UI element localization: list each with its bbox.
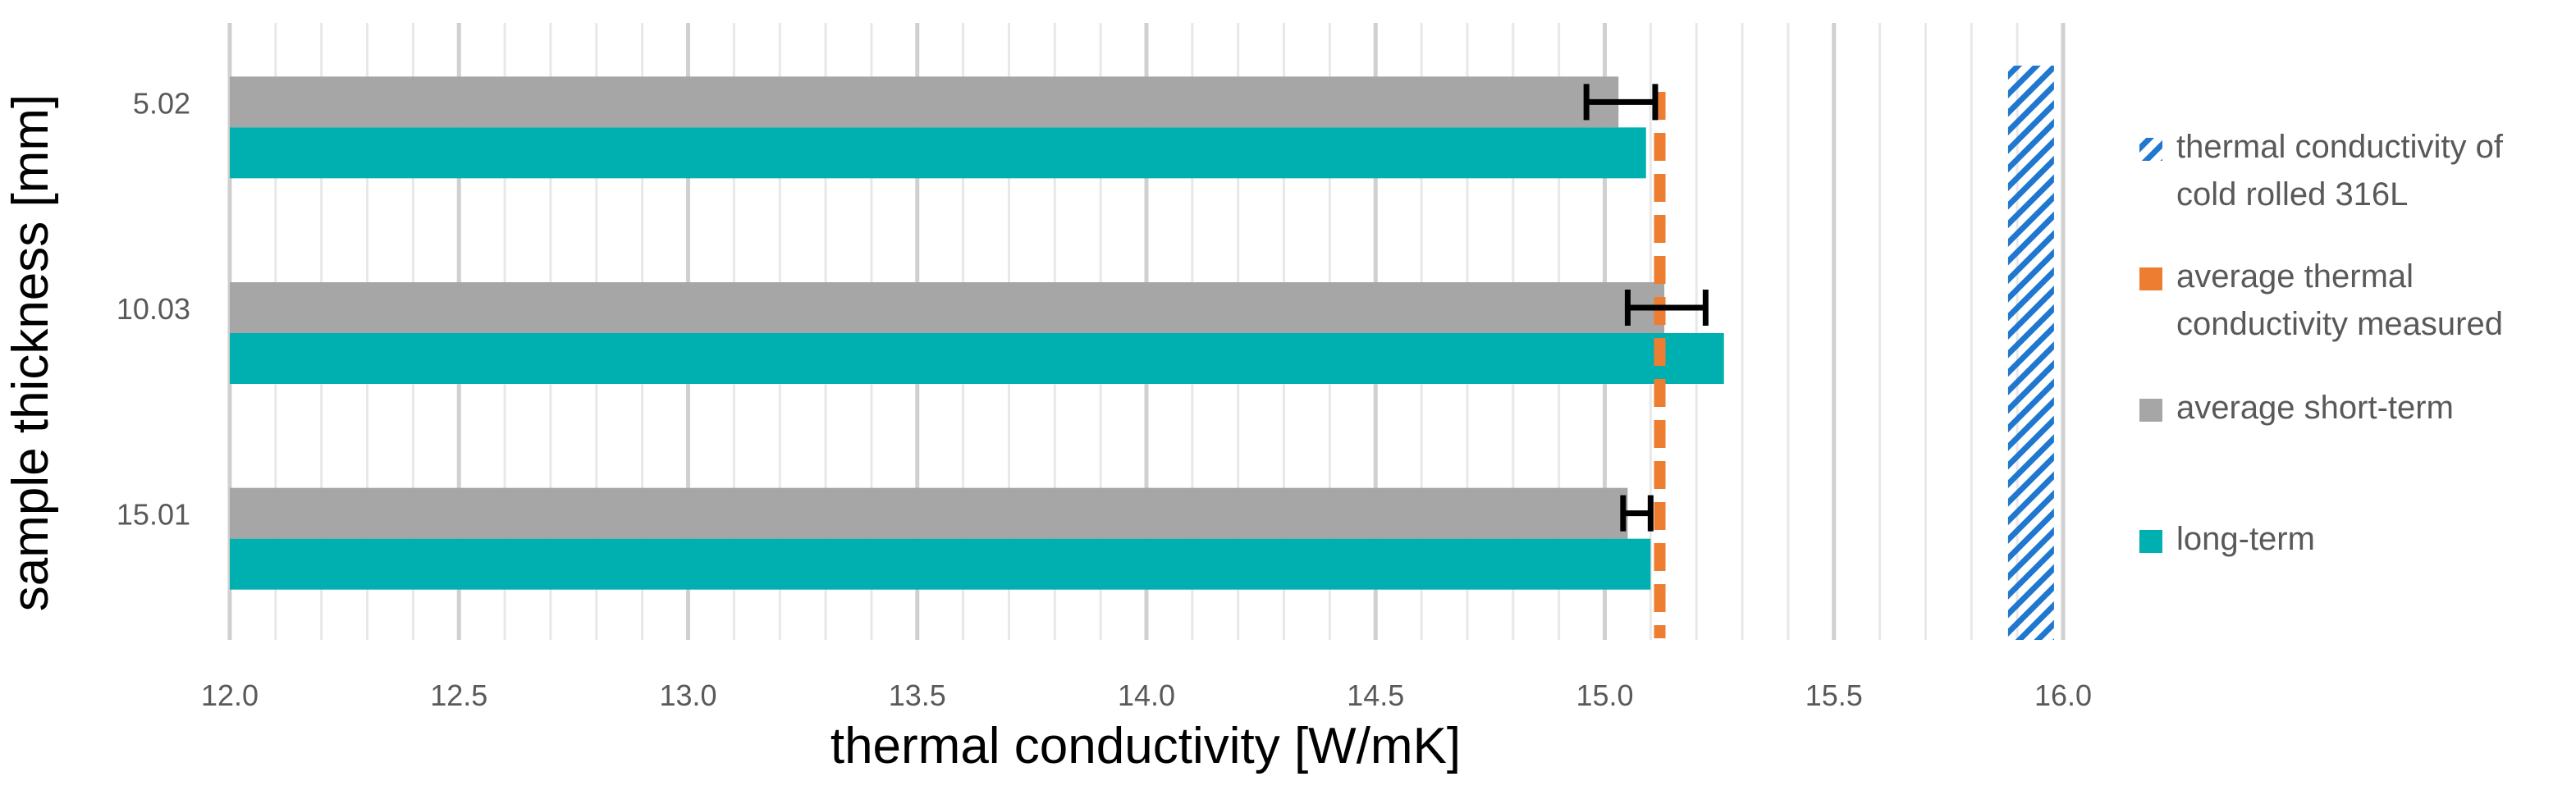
x-tick-label: 16.0 xyxy=(2034,678,2092,712)
axis-layer: thermal conductivity [W/mK] sample thick… xyxy=(2,86,2092,774)
legend-label: thermal conductivity of xyxy=(2176,129,2504,165)
x-axis-title: thermal conductivity [W/mK] xyxy=(830,718,1461,774)
legend-label: average short-term xyxy=(2176,390,2454,426)
x-tick-label: 14.5 xyxy=(1347,678,1404,712)
bar-long-term-5.02 xyxy=(230,127,1646,179)
y-tick-label: 10.03 xyxy=(117,292,190,326)
x-tick-label: 14.0 xyxy=(1118,678,1175,712)
y-axis-title: sample thickness [mm] xyxy=(2,94,59,612)
legend: thermal conductivity of cold rolled 316L a… xyxy=(2139,129,2504,557)
x-tick-label: 13.5 xyxy=(889,678,946,712)
bar-long-term-15.01 xyxy=(230,538,1651,590)
legend-label: average thermal xyxy=(2176,258,2414,295)
x-tick-label: 13.0 xyxy=(659,678,716,712)
error-bars-layer xyxy=(1583,84,1709,532)
x-tick-label: 15.0 xyxy=(1576,678,1633,712)
legend-marker-cold-rolled xyxy=(2139,138,2162,161)
bars-layer xyxy=(230,76,1724,590)
legend-marker xyxy=(2139,267,2162,290)
reference-lines-layer xyxy=(1654,66,2054,640)
bar-average-short-term-10.03 xyxy=(230,282,1665,333)
bar-long-term-10.03 xyxy=(230,333,1724,384)
reference-line-cold-rolled-316L xyxy=(2007,66,2054,640)
bar-average-short-term-5.02 xyxy=(230,76,1619,128)
y-tick-label: 5.02 xyxy=(133,86,190,120)
legend-marker xyxy=(2139,530,2162,553)
x-tick-label: 12.0 xyxy=(201,678,259,712)
legend-label: long-term xyxy=(2176,521,2315,557)
legend-label: cold rolled 316L xyxy=(2176,176,2408,212)
x-tick-label: 12.5 xyxy=(430,678,487,712)
bar-average-short-term-15.01 xyxy=(230,487,1628,539)
legend-marker xyxy=(2139,399,2162,422)
y-tick-label: 15.01 xyxy=(117,498,190,532)
x-tick-label: 15.5 xyxy=(1805,678,1863,712)
legend-label: conductivity measured xyxy=(2176,306,2503,342)
